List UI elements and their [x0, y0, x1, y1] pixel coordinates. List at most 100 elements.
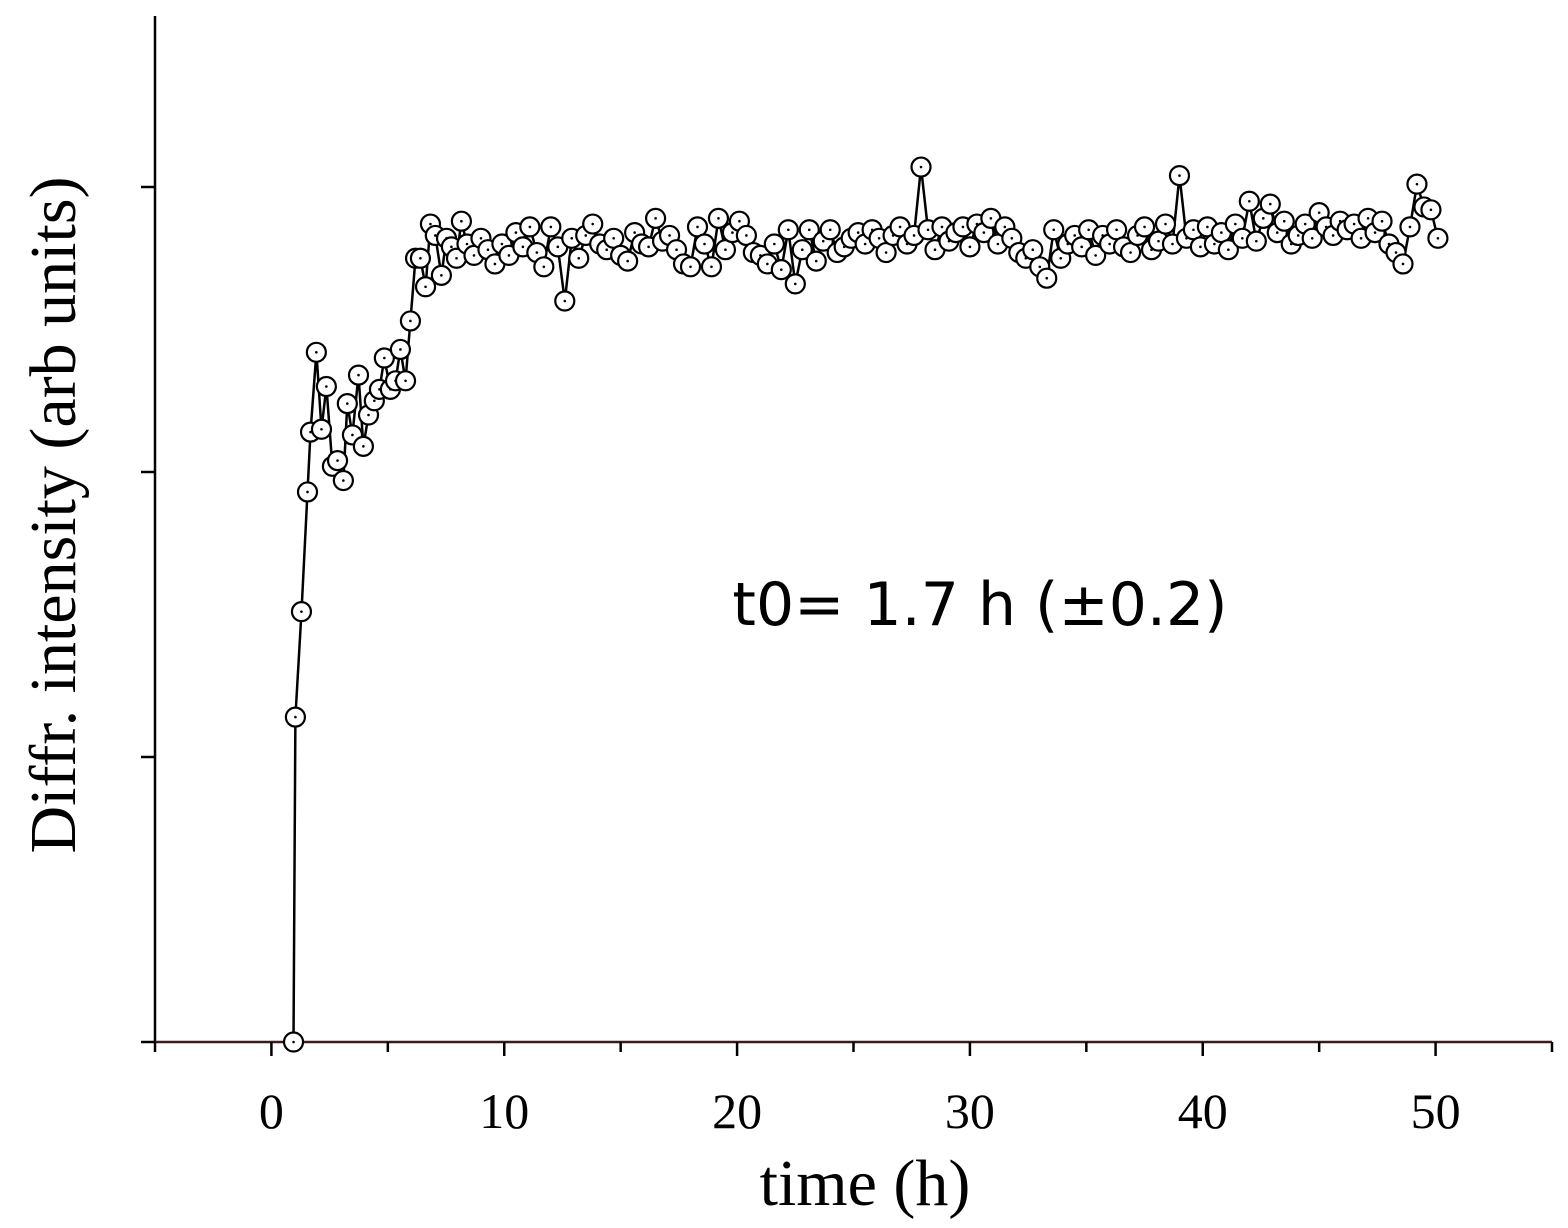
marker-dot — [455, 256, 458, 260]
marker-dot — [807, 228, 811, 232]
marker-dot — [1129, 251, 1132, 254]
marker-dot — [821, 239, 825, 243]
marker-dot — [1094, 254, 1097, 257]
marker-dot — [306, 490, 309, 494]
marker-dot — [294, 715, 297, 719]
marker-dot — [472, 254, 476, 257]
marker-dot — [1436, 237, 1440, 240]
marker-dot — [1143, 225, 1146, 229]
x-tick-label: 20 — [712, 1083, 762, 1139]
marker-dot — [884, 251, 888, 254]
marker-dot — [654, 217, 657, 220]
marker-dot — [434, 234, 437, 237]
marker-dot — [863, 242, 867, 246]
marker-dot — [724, 248, 727, 251]
marker-dot — [1003, 225, 1007, 229]
x-tick-label: 40 — [1178, 1083, 1228, 1139]
marker-dot — [1415, 182, 1419, 186]
marker-dot — [351, 433, 354, 437]
marker-dot — [731, 231, 734, 234]
marker-dot — [383, 356, 386, 360]
marker-dot — [563, 299, 567, 303]
marker-dot — [668, 234, 671, 237]
marker-dot — [1199, 245, 1202, 249]
marker-dot — [1408, 225, 1412, 229]
marker-dot — [362, 445, 365, 448]
x-tick-label: 50 — [1411, 1083, 1461, 1139]
marker-dot — [1115, 228, 1118, 232]
marker-dot — [828, 228, 832, 232]
marker-dot — [1241, 237, 1244, 240]
marker-dot — [577, 256, 581, 260]
marker-dot — [745, 234, 748, 237]
marker-dot — [373, 399, 376, 403]
marker-dot — [1192, 228, 1195, 232]
marker-dot — [570, 237, 574, 240]
marker-dot — [528, 225, 532, 229]
marker-dot — [877, 237, 881, 240]
marker-dot — [1429, 208, 1433, 212]
marker-dot — [591, 222, 595, 226]
marker-dot — [926, 228, 930, 232]
marker-dot — [336, 459, 339, 462]
marker-dot — [1296, 234, 1300, 237]
marker-dot — [500, 242, 504, 246]
x-tick-label: 0 — [259, 1083, 284, 1139]
marker-dot — [399, 348, 402, 351]
marker-dot — [479, 237, 483, 240]
marker-dot — [1045, 276, 1049, 280]
marker-dot — [1031, 248, 1035, 251]
marker-dot — [535, 251, 539, 254]
marker-dot — [1366, 217, 1370, 220]
marker-dot — [689, 265, 692, 269]
marker-dot — [429, 222, 432, 226]
marker-dot — [367, 413, 370, 417]
marker-dot — [793, 282, 797, 286]
marker-dot — [912, 234, 916, 237]
marker-dot — [1213, 242, 1216, 246]
marker-dot — [1317, 211, 1321, 214]
marker-dot — [696, 225, 699, 229]
marker-dot — [325, 385, 328, 388]
marker-dot — [1220, 231, 1223, 234]
marker-dot — [342, 479, 345, 482]
marker-dot — [1352, 222, 1356, 226]
marker-dot — [465, 242, 469, 246]
marker-dot — [521, 245, 525, 249]
marker-dot — [626, 259, 629, 263]
marker-dot — [493, 262, 497, 266]
marker-dot — [1108, 242, 1111, 246]
marker-dot — [710, 265, 713, 269]
marker-dot — [1178, 174, 1181, 177]
marker-dot — [933, 248, 937, 251]
marker-dot — [320, 427, 323, 431]
marker-dot — [612, 237, 615, 240]
marker-dot — [440, 274, 443, 277]
marker-dot — [556, 245, 560, 249]
marker-dot — [584, 234, 588, 237]
marker-dot — [856, 231, 860, 234]
marker-dot — [1052, 228, 1056, 232]
marker-dot — [1261, 217, 1265, 220]
marker-dot — [647, 245, 650, 249]
marker-dot — [675, 248, 678, 251]
marker-dot — [961, 225, 965, 229]
marker-dot — [633, 231, 636, 234]
marker-dot — [1038, 265, 1042, 269]
marker-dot — [507, 254, 511, 257]
marker-dot — [1059, 256, 1063, 260]
marker-dot — [300, 610, 303, 613]
marker-dot — [1157, 239, 1160, 243]
marker-dot — [800, 248, 804, 251]
marker-dot — [738, 219, 741, 223]
marker-dot — [968, 245, 972, 249]
marker-dot — [605, 248, 608, 251]
marker-dot — [1073, 234, 1076, 237]
marker-dot — [1234, 222, 1237, 226]
marker-dot — [292, 1040, 295, 1044]
marker-dot — [1303, 222, 1307, 226]
marker-dot — [940, 225, 944, 229]
marker-dot — [717, 217, 720, 220]
marker-dot — [1206, 225, 1209, 229]
marker-dot — [419, 256, 422, 260]
